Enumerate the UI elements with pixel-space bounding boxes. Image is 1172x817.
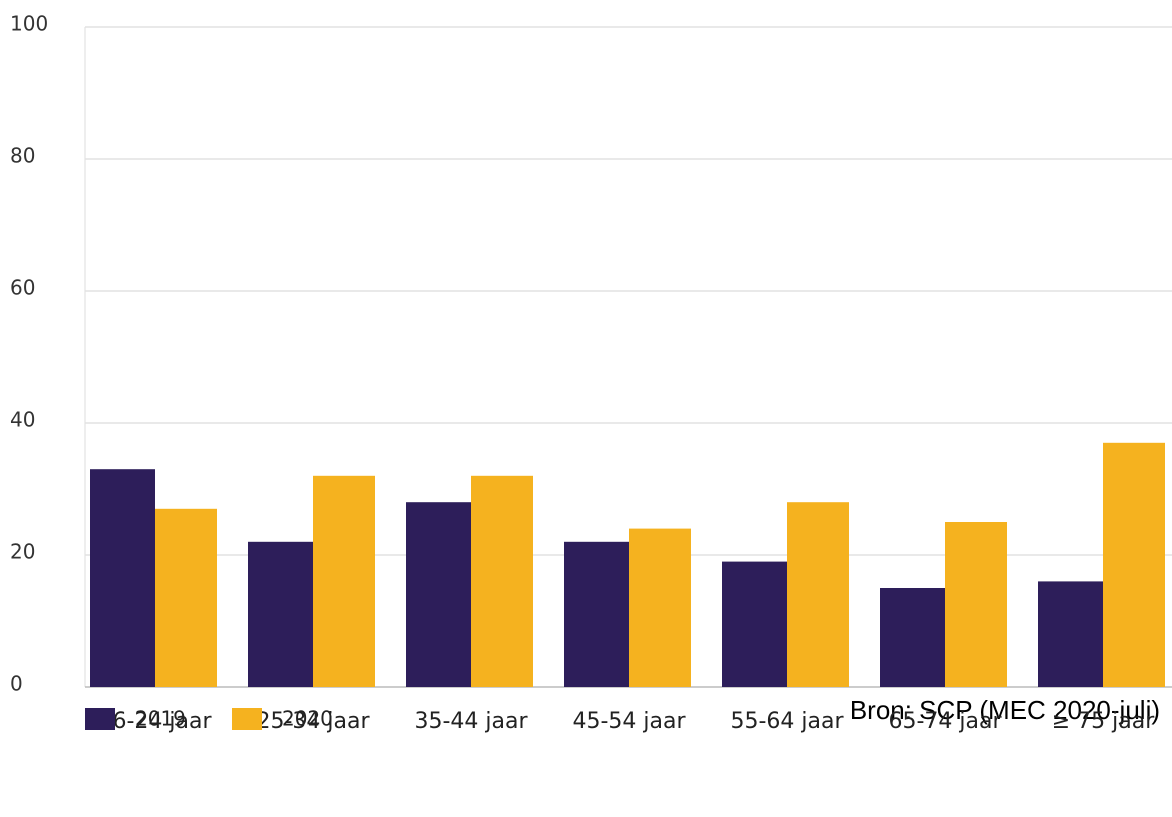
legend-swatch xyxy=(232,708,262,730)
bar xyxy=(629,528,691,687)
y-tick-label: 100 xyxy=(10,12,48,36)
x-tick-label: 55-64 jaar xyxy=(730,709,844,734)
y-tick-label: 20 xyxy=(10,540,35,564)
x-tick-label: 45-54 jaar xyxy=(572,709,686,734)
y-tick-label: 0 xyxy=(10,672,23,696)
source-note: Bron: SCP (MEC 2020-juli) xyxy=(850,695,1160,725)
bar xyxy=(155,508,217,687)
legend-label: 2019 xyxy=(135,707,186,731)
y-tick-label: 40 xyxy=(10,408,35,432)
bar xyxy=(90,469,155,687)
x-tick-label: 16-24 jaar xyxy=(98,709,212,734)
x-tick-label: 35-44 jaar xyxy=(414,709,528,734)
x-tick-label: ≥ 75 jaar xyxy=(1052,709,1155,734)
x-tick-label: 25-34 jaar xyxy=(256,709,370,734)
bar xyxy=(406,502,471,687)
bar xyxy=(722,561,787,687)
bar xyxy=(945,522,1007,687)
x-tick-label: 65-74 jaar xyxy=(888,709,1002,734)
y-tick-label: 60 xyxy=(10,276,35,300)
bar xyxy=(471,475,533,687)
bar xyxy=(564,541,629,687)
bar xyxy=(1038,581,1103,687)
y-tick-label: 80 xyxy=(10,144,35,168)
bar xyxy=(313,475,375,687)
bar xyxy=(1103,442,1165,687)
bar xyxy=(880,588,945,687)
legend-label: 2020 xyxy=(282,707,333,731)
legend-swatch xyxy=(85,708,115,730)
bar xyxy=(787,502,849,687)
bar xyxy=(248,541,313,687)
